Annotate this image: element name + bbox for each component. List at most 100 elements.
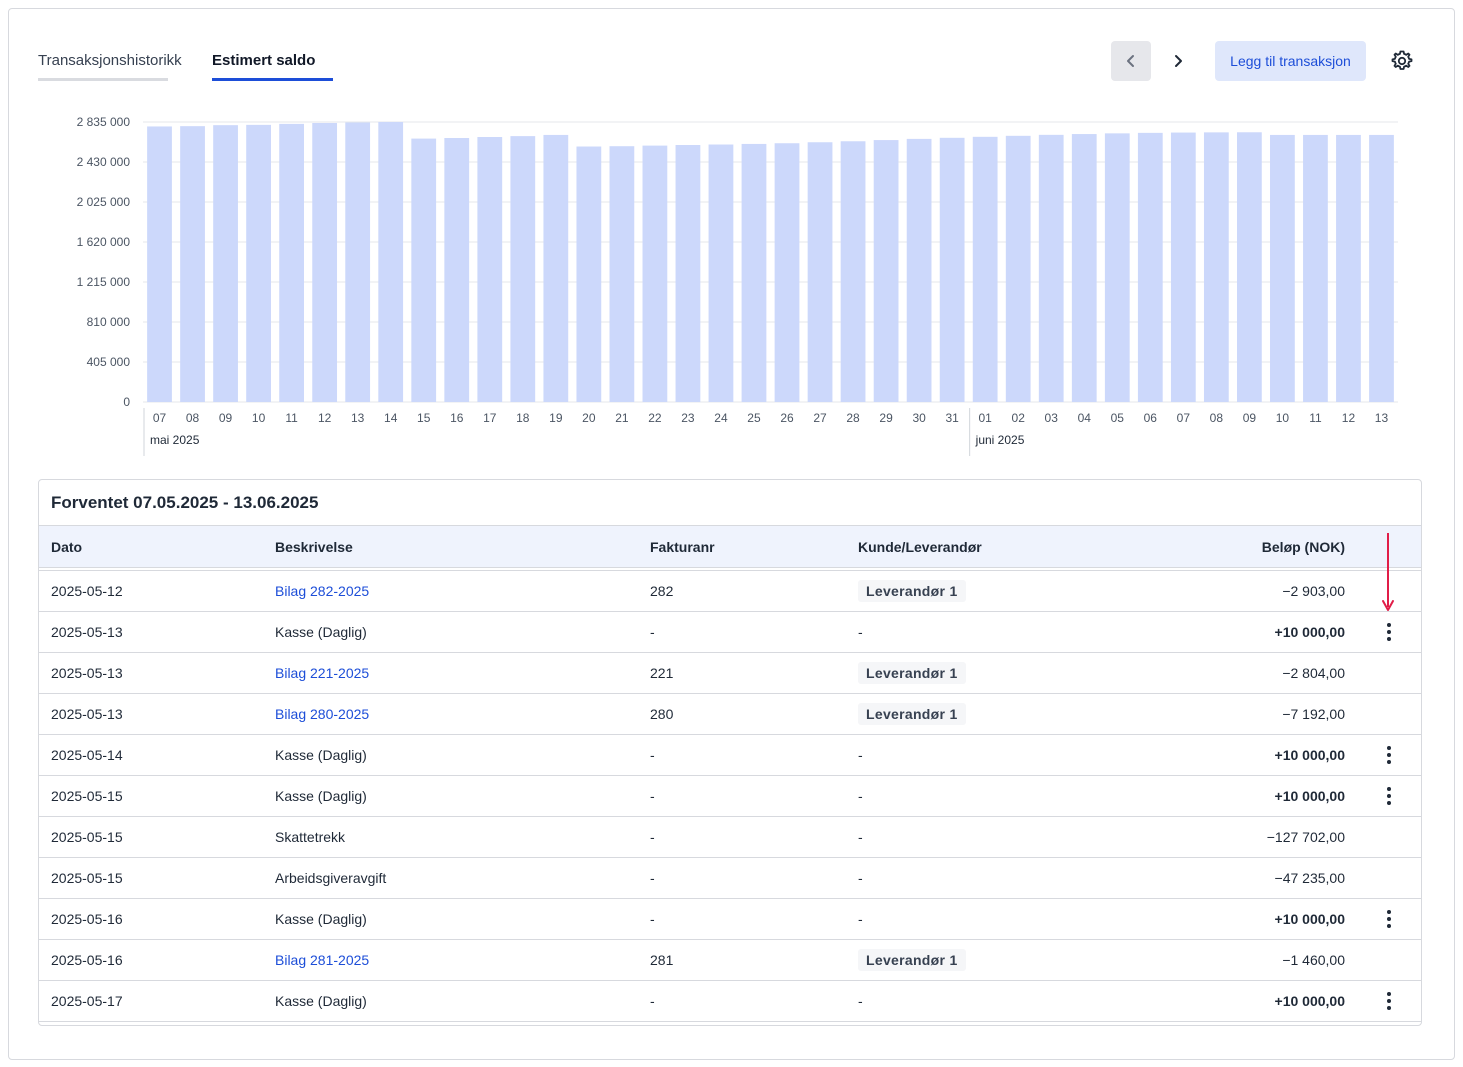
- chart-bar: [576, 146, 602, 402]
- add-transaction-button[interactable]: Legg til transaksjon: [1215, 41, 1366, 81]
- y-tick-label: 1 215 000: [77, 275, 131, 289]
- expected-transactions-table: Forventet 07.05.2025 - 13.06.2025 Dato B…: [38, 479, 1422, 1026]
- x-tick-label: 08: [1210, 411, 1224, 425]
- voucher-link[interactable]: Bilag 221-2025: [275, 665, 370, 681]
- table-row[interactable]: 2025-05-15 Kasse (Daglig) - - +10 000,00: [39, 776, 1421, 817]
- chart-bar: [972, 136, 998, 402]
- row-description: Kasse (Daglig): [275, 993, 367, 1009]
- x-tick-label: 31: [945, 411, 959, 425]
- more-vertical-icon: [1387, 910, 1391, 928]
- party-chip: Leverandør 1: [858, 580, 966, 602]
- x-tick-label: 03: [1045, 411, 1059, 425]
- chart-bar: [444, 138, 470, 402]
- table-row[interactable]: 2025-05-12 Bilag 282-2025 282 Leverandør 1 −…: [39, 571, 1421, 612]
- x-tick-label: 07: [1177, 411, 1191, 425]
- table-row[interactable]: 2025-05-13 Kasse (Daglig) - - +10 000,00: [39, 612, 1421, 653]
- chart-bar: [642, 145, 668, 403]
- table-row[interactable]: 2025-05-15 Arbeidsgiveravgift - - −47 235,00: [39, 858, 1421, 899]
- x-tick-label: 11: [285, 411, 298, 425]
- row-menu-button[interactable]: [1379, 981, 1399, 1021]
- row-party: -: [858, 993, 863, 1009]
- row-date: 2025-05-16: [51, 952, 123, 968]
- row-party-cell: Leverandør 1: [858, 940, 966, 980]
- x-tick-label: 22: [648, 411, 662, 425]
- chart-bar: [312, 122, 338, 402]
- row-invoice-number: -: [650, 993, 655, 1009]
- row-invoice-number: 282: [650, 583, 674, 599]
- more-vertical-icon: [1387, 746, 1391, 764]
- row-party: -: [858, 829, 863, 845]
- x-tick-label: 06: [1144, 411, 1158, 425]
- voucher-link[interactable]: Bilag 281-2025: [275, 952, 370, 968]
- x-tick-label: 05: [1111, 411, 1125, 425]
- row-party-cell: -: [858, 858, 863, 898]
- column-header-amount[interactable]: Beløp (NOK): [1261, 538, 1345, 555]
- row-date: 2025-05-15: [51, 870, 123, 886]
- chart-bar: [1137, 132, 1163, 402]
- row-menu-button[interactable]: [1379, 776, 1399, 816]
- voucher-link[interactable]: Bilag 280-2025: [275, 706, 370, 722]
- chevron-left-icon: [1127, 55, 1134, 67]
- tab-transaction-history[interactable]: Transaksjonshistorikk: [38, 52, 182, 81]
- row-menu-button[interactable]: [1379, 612, 1399, 652]
- row-party: -: [858, 911, 863, 927]
- column-header-description[interactable]: Beskrivelse: [275, 538, 353, 555]
- chart-bar: [1170, 132, 1196, 402]
- row-amount: +10 000,00: [1274, 911, 1345, 927]
- table-row[interactable]: 2025-05-13 Bilag 221-2025 221 Leverandør 1 −…: [39, 653, 1421, 694]
- chart-bar: [1071, 134, 1097, 402]
- gear-icon[interactable]: [1390, 49, 1414, 73]
- chart-bar: [279, 123, 305, 403]
- table-row[interactable]: 2025-05-15 Skattetrekk - - −127 702,00: [39, 817, 1421, 858]
- x-tick-label: 13: [351, 411, 365, 425]
- voucher-link[interactable]: Bilag 282-2025: [275, 583, 370, 599]
- x-tick-label: 09: [1243, 411, 1257, 425]
- next-period-button[interactable]: [1158, 41, 1198, 81]
- chart-bar: [1236, 132, 1262, 402]
- y-tick-label: 810 000: [87, 315, 131, 329]
- chart-bar: [246, 124, 271, 402]
- x-tick-label: 19: [549, 411, 563, 425]
- x-tick-label: 09: [219, 411, 233, 425]
- column-header-date[interactable]: Dato: [51, 538, 83, 555]
- tab-estimated-balance[interactable]: Estimert saldo: [212, 52, 333, 81]
- row-party: -: [858, 747, 863, 763]
- month-label: juni 2025: [975, 433, 1025, 447]
- chart-bar: [1038, 134, 1064, 402]
- chart-bar: [1369, 134, 1394, 402]
- row-invoice-number: -: [650, 747, 655, 763]
- column-header-party[interactable]: Kunde/Leverandør: [858, 538, 982, 555]
- chart-bar: [213, 125, 238, 402]
- chart-bar: [1336, 134, 1361, 402]
- y-tick-label: 2 430 000: [77, 155, 131, 169]
- chart-bar: [741, 143, 767, 402]
- row-menu-button[interactable]: [1379, 735, 1399, 775]
- estimated-balance-chart: 2 835 000 2 430 000 2 025 000 1 620 000 1 21…: [77, 115, 1398, 456]
- previous-period-button[interactable]: [1111, 41, 1151, 81]
- table-row-partial: [39, 568, 1421, 571]
- row-date: 2025-05-17: [51, 993, 123, 1009]
- table-row[interactable]: 2025-05-13 Bilag 280-2025 280 Leverandør 1 −…: [39, 694, 1421, 735]
- x-tick-label: 10: [1276, 411, 1290, 425]
- x-tick-label: 04: [1078, 411, 1092, 425]
- table-row[interactable]: 2025-05-16 Bilag 281-2025 281 Leverandør 1 −…: [39, 940, 1421, 981]
- row-party: -: [858, 788, 863, 804]
- y-tick-label: 2 025 000: [77, 195, 131, 209]
- chart-bar: [1104, 133, 1130, 402]
- table-row[interactable]: 2025-05-14 Kasse (Daglig) - - +10 000,00: [39, 735, 1421, 776]
- chart-bar: [1005, 135, 1031, 403]
- row-description: Skattetrekk: [275, 829, 346, 845]
- row-menu-button[interactable]: [1379, 899, 1399, 939]
- chart-bar: [774, 143, 800, 403]
- row-description: Kasse (Daglig): [275, 911, 367, 927]
- row-description: Arbeidsgiveravgift: [275, 870, 387, 886]
- column-header-invoice[interactable]: Fakturanr: [650, 538, 715, 555]
- table-row[interactable]: 2025-05-17 Kasse (Daglig) - - +10 000,00: [39, 981, 1421, 1022]
- chart-bar: [708, 144, 734, 402]
- table-row[interactable]: 2025-05-16 Kasse (Daglig) - - +10 000,00: [39, 899, 1421, 940]
- chart-bar: [807, 142, 833, 402]
- row-amount: −2 804,00: [1282, 665, 1345, 681]
- row-description: Kasse (Daglig): [275, 747, 367, 763]
- row-party: -: [858, 624, 863, 640]
- chart-bar: [180, 126, 205, 403]
